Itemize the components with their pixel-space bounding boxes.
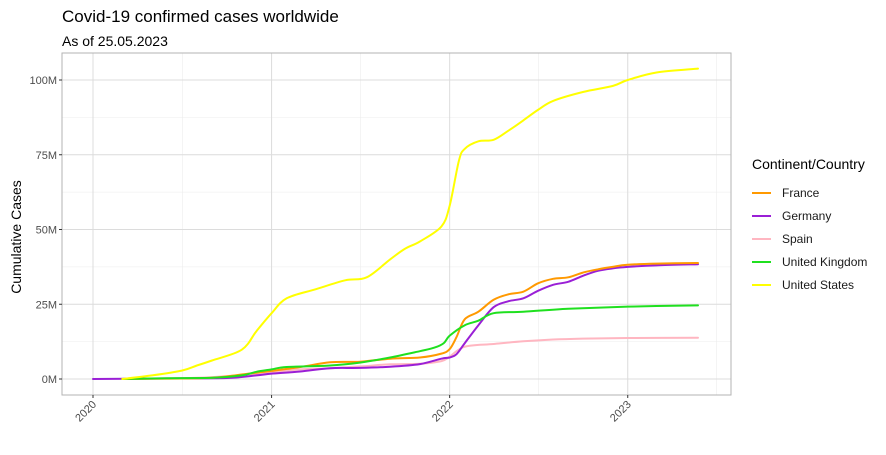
legend-items: France Germany Spain United Kingdom United S… bbox=[752, 181, 867, 296]
series-line-united-kingdom bbox=[121, 304, 699, 380]
chart-subtitle: As of 25.05.2023 bbox=[62, 33, 168, 49]
x-tick-label: 2020 bbox=[73, 399, 99, 425]
legend-label: United Kingdom bbox=[782, 254, 868, 269]
series-line-germany bbox=[92, 263, 699, 380]
x-tick-label: 2023 bbox=[608, 399, 634, 425]
chart-title: Covid-19 confirmed cases worldwide bbox=[62, 7, 339, 26]
legend-item-france: France bbox=[752, 181, 867, 204]
plot-panel-border bbox=[61, 52, 732, 396]
series-line-france bbox=[121, 262, 699, 380]
x-axis-ticks: 2020 2021 2022 2023 bbox=[73, 395, 634, 424]
legend-swatch bbox=[752, 260, 771, 263]
legend-title: Continent/Country bbox=[752, 156, 865, 172]
y-tick-label: 75M bbox=[36, 150, 57, 162]
series-line-united-states bbox=[121, 67, 699, 380]
legend-label: United States bbox=[782, 277, 855, 292]
legend-swatch bbox=[752, 214, 771, 217]
y-tick-label: 50M bbox=[36, 225, 57, 237]
legend-swatch bbox=[752, 283, 771, 286]
major-gridlines bbox=[62, 53, 731, 395]
x-tick-label: 2022 bbox=[430, 399, 456, 425]
legend-label: France bbox=[782, 185, 820, 200]
legend-swatch bbox=[752, 191, 771, 194]
legend-label: Germany bbox=[782, 208, 832, 223]
y-tick-label: 0M bbox=[42, 374, 57, 386]
legend-item-spain: Spain bbox=[752, 227, 867, 250]
legend: Continent/Country France Germany Spain Unit… bbox=[752, 156, 867, 296]
series-lines bbox=[92, 67, 699, 380]
legend-swatch bbox=[752, 237, 771, 240]
y-tick-label: 25M bbox=[36, 299, 57, 311]
y-axis-ticks: 0M 25M 50M 75M 100M bbox=[29, 75, 62, 386]
legend-item-germany: Germany bbox=[752, 204, 867, 227]
y-tick-label: 100M bbox=[29, 75, 57, 87]
legend-item-united-states: United States bbox=[752, 273, 867, 296]
x-tick-label: 2021 bbox=[252, 399, 278, 425]
legend-item-united-kingdom: United Kingdom bbox=[752, 250, 867, 273]
minor-gridlines bbox=[62, 53, 731, 395]
legend-label: Spain bbox=[782, 231, 813, 246]
